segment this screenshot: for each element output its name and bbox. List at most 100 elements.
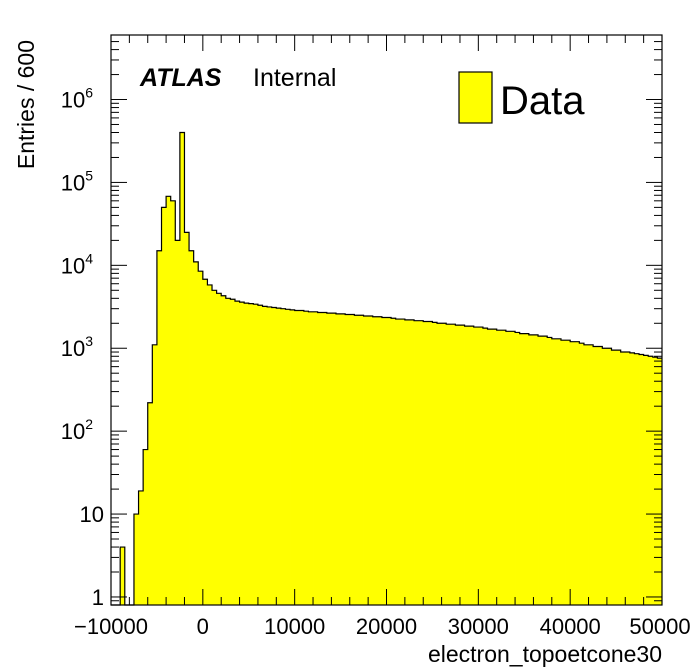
histogram-bar — [225, 298, 231, 605]
histogram-bar — [175, 240, 181, 605]
histogram-bar — [358, 315, 364, 605]
histogram-bar — [551, 338, 557, 605]
histogram-bar — [368, 315, 374, 605]
histogram-bar — [120, 547, 126, 605]
histogram-bar — [276, 308, 282, 605]
histogram-bar — [349, 314, 355, 605]
histogram-bar — [583, 344, 589, 605]
histogram-bar — [450, 324, 456, 605]
histogram-bar — [616, 350, 622, 605]
histogram-bar — [391, 318, 397, 605]
histogram-bar — [326, 313, 332, 605]
y-tick-label: 106 — [61, 85, 93, 113]
x-tick-label: 50000 — [629, 614, 690, 639]
histogram-bar — [409, 319, 415, 605]
histogram-bar — [299, 310, 305, 605]
histogram-bar — [533, 334, 539, 605]
x-tick-label: 10000 — [264, 614, 325, 639]
histogram-bar — [257, 305, 263, 605]
histogram-bar — [363, 315, 369, 605]
histogram-bar — [519, 333, 525, 605]
histogram-bar — [280, 308, 286, 605]
histogram-bar — [303, 311, 309, 605]
legend: Data — [458, 71, 585, 124]
histogram-bar — [267, 306, 273, 605]
histogram-bar — [547, 337, 553, 605]
x-tick-label: 20000 — [356, 614, 417, 639]
histogram-bar — [400, 319, 406, 605]
histogram-outline — [111, 131, 662, 606]
histogram-bar — [510, 331, 516, 605]
atlas-internal-label: ATLAS Internal — [139, 64, 336, 92]
histogram-bar — [579, 343, 585, 605]
histogram-bar — [133, 514, 139, 605]
histogram-bar — [386, 317, 392, 605]
histogram-bar — [482, 328, 488, 605]
histogram-bar — [574, 341, 580, 605]
histogram-bar — [593, 346, 599, 605]
histogram-bar — [611, 350, 617, 605]
histogram-bar — [524, 333, 530, 605]
histogram-bar — [469, 326, 475, 605]
histogram-bar — [294, 310, 300, 605]
histogram-bar — [418, 320, 424, 605]
histogram-bar — [455, 325, 461, 605]
histogram-bar — [556, 338, 562, 605]
histogram-bar — [473, 327, 479, 605]
histogram-bar — [570, 341, 576, 605]
histogram-bar — [505, 331, 511, 605]
histogram-bar — [560, 340, 566, 605]
histogram-bar — [464, 326, 470, 605]
histogram-bar — [602, 348, 608, 605]
histogram-bar — [152, 344, 158, 605]
histogram-bar — [138, 490, 144, 605]
histogram-bar — [271, 307, 277, 605]
histogram-bar — [143, 449, 149, 605]
histogram-bar — [156, 250, 162, 606]
histogram-bar — [372, 316, 378, 605]
histogram-bar — [634, 353, 640, 605]
histogram-bar — [487, 329, 493, 605]
histogram-bar — [216, 293, 222, 605]
histogram-bar — [230, 299, 236, 605]
histogram-bar — [643, 355, 649, 605]
histogram-bar — [381, 317, 387, 605]
histogram-bar — [322, 312, 328, 605]
histogram-bar — [239, 302, 245, 605]
histogram-bar — [432, 322, 438, 605]
histogram-bar — [478, 327, 484, 605]
histogram-bar — [492, 329, 498, 605]
histogram-bar — [234, 301, 240, 605]
legend-label-data: Data — [500, 79, 585, 123]
histogram-bar — [657, 358, 663, 605]
histogram-bar — [202, 279, 208, 605]
histogram-bar — [331, 313, 337, 605]
histogram-bar — [377, 316, 383, 605]
x-tick-label: −10000 — [74, 614, 148, 639]
histogram-bar — [166, 196, 172, 605]
histogram-bar — [189, 250, 195, 606]
histogram-bar — [542, 336, 548, 605]
histogram-bar — [308, 311, 314, 605]
histogram-bar — [253, 304, 259, 605]
histogram-bar — [437, 323, 442, 605]
histogram-bar — [496, 330, 502, 605]
histogram-bar — [501, 330, 507, 605]
histogram-bar — [606, 348, 612, 605]
histogram-bar — [184, 232, 190, 605]
x-tick-label: 30000 — [448, 614, 509, 639]
histogram-bar — [345, 314, 351, 605]
histogram-bar — [652, 357, 658, 605]
histogram-bar — [340, 313, 346, 605]
histogram-bar — [317, 312, 323, 605]
histogram-bar — [354, 315, 360, 605]
histogram-bar — [170, 200, 176, 605]
y-tick-label: 1 — [92, 585, 104, 610]
y-tick-labels: 1 10 102 103 104 105 106 — [61, 85, 104, 611]
histogram-bar — [221, 295, 227, 605]
histogram-bar — [179, 132, 185, 605]
histogram-bar — [528, 334, 534, 605]
atlas-label-bold: ATLAS — [139, 64, 222, 92]
histogram-bar — [625, 352, 631, 605]
histogram-bar — [207, 284, 213, 605]
